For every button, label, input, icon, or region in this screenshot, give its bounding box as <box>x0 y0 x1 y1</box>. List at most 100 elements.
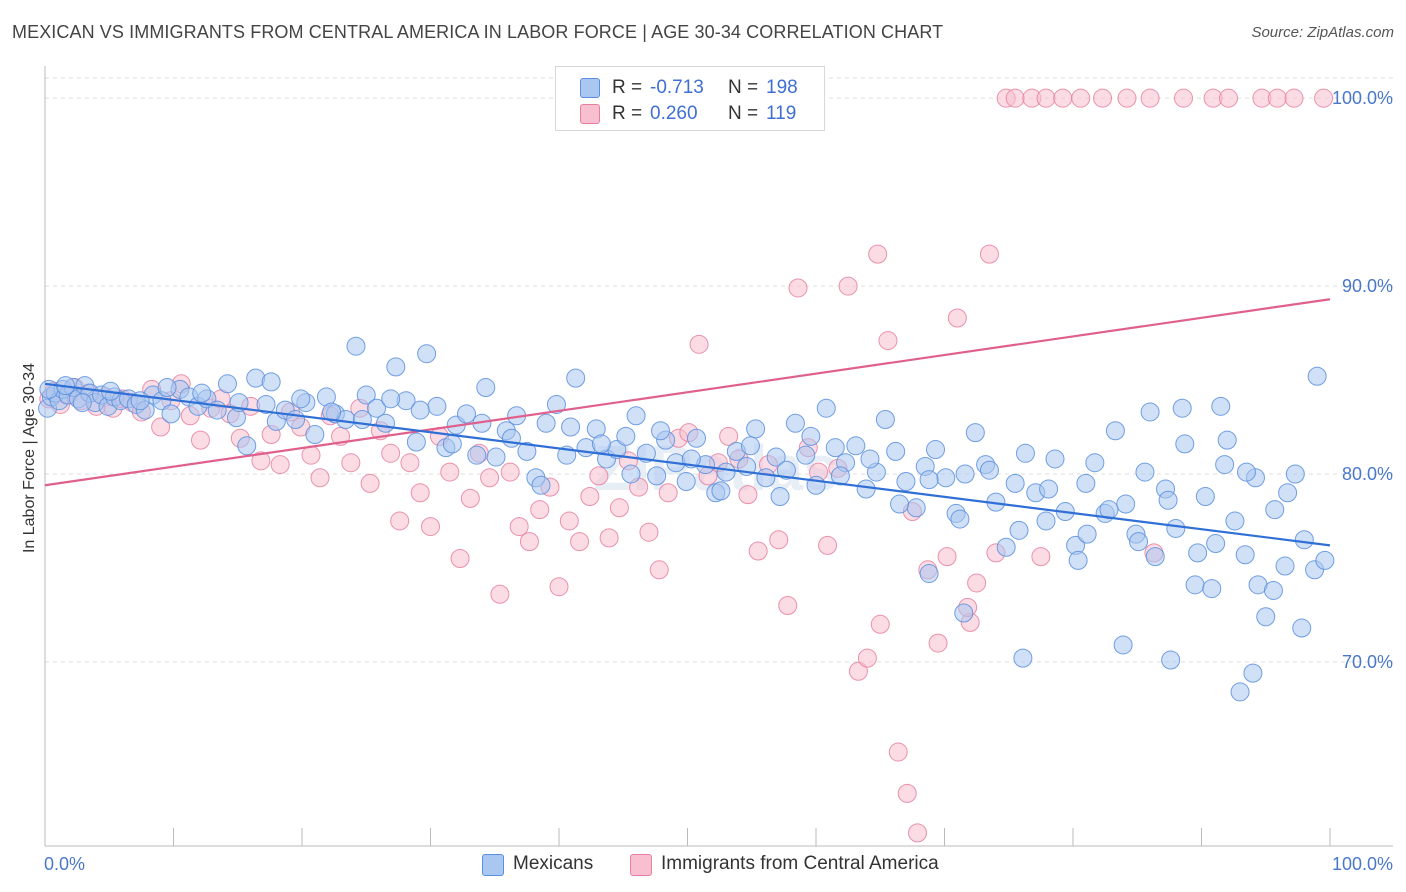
data-point-mexicans <box>1145 547 1165 567</box>
data-point-mexicans <box>1113 635 1133 655</box>
data-point-mexicans <box>566 368 586 388</box>
data-point-mexicans <box>381 389 401 409</box>
data-point-mexicans <box>766 447 786 467</box>
data-point-mexicans <box>1278 483 1298 503</box>
data-point-immigrants <box>460 488 480 508</box>
data-point-mexicans <box>486 447 506 467</box>
data-point-immigrants <box>310 468 330 488</box>
data-point-immigrants <box>979 244 999 264</box>
data-point-mexicans <box>1129 532 1149 552</box>
data-point-mexicans <box>1243 663 1263 683</box>
data-point-mexicans <box>591 434 611 454</box>
data-point-mexicans <box>456 404 476 424</box>
y-tick-labels: 70.0% 80.0% 90.0% 100.0% <box>1332 88 1393 672</box>
data-point-mexicans <box>825 438 845 458</box>
data-point-mexicans <box>546 394 566 414</box>
data-point-mexicans <box>561 417 581 437</box>
legend-label-mexicans: Mexicans <box>513 853 594 874</box>
data-point-mexicans <box>846 436 866 456</box>
y-tick-label: 70.0% <box>1342 652 1393 672</box>
data-point-immigrants <box>649 560 669 580</box>
data-point-mexicans <box>1215 455 1235 475</box>
data-point-mexicans <box>1185 575 1205 595</box>
data-point-mexicans <box>965 423 985 443</box>
y-tick-label: 80.0% <box>1342 464 1393 484</box>
data-point-immigrants <box>500 462 520 482</box>
data-point-mexicans <box>1105 421 1125 441</box>
legend-swatch-pink <box>630 854 652 876</box>
data-point-mexicans <box>536 413 556 433</box>
data-point-mexicans <box>856 479 876 499</box>
data-point-immigrants <box>609 498 629 518</box>
data-point-mexicans <box>1045 449 1065 469</box>
data-point-mexicans <box>1294 530 1314 550</box>
data-point-mexicans <box>746 419 766 439</box>
data-point-mexicans <box>1202 579 1222 599</box>
data-point-immigrants <box>1005 88 1025 108</box>
data-point-mexicans <box>647 466 667 486</box>
legend-r-label: R = <box>612 103 643 124</box>
data-point-mexicans <box>1161 650 1181 670</box>
data-point-immigrants <box>778 595 798 615</box>
data-point-mexicans <box>896 471 916 491</box>
data-point-immigrants <box>1218 88 1238 108</box>
data-point-mexicans <box>376 413 396 433</box>
data-point-immigrants <box>580 487 600 507</box>
data-point-mexicans <box>291 389 311 409</box>
data-point-mexicans <box>996 537 1016 557</box>
data-point-mexicans <box>1116 494 1136 514</box>
legend-row-mexicans: R = -0.713 N = 198 <box>556 75 824 101</box>
trend-line-mexicans <box>44 382 1331 547</box>
data-point-immigrants <box>519 532 539 552</box>
data-point-mexicans <box>1076 473 1096 493</box>
data-point-mexicans <box>1158 490 1178 510</box>
data-point-immigrants <box>769 530 789 550</box>
data-point-mexicans <box>621 464 641 484</box>
data-point-mexicans <box>716 462 736 482</box>
data-point-mexicans <box>1265 500 1285 520</box>
data-point-mexicans <box>1013 648 1033 668</box>
data-point-mexicans <box>979 460 999 480</box>
data-point-immigrants <box>857 648 877 668</box>
data-point-mexicans <box>1230 682 1250 702</box>
data-point-mexicans <box>1263 580 1283 600</box>
data-point-immigrants <box>151 417 171 437</box>
data-point-mexicans <box>1285 464 1305 484</box>
data-point-immigrants <box>549 577 569 597</box>
data-point-immigrants <box>870 614 890 634</box>
data-point-mexicans <box>860 449 880 469</box>
data-point-immigrants <box>421 517 440 537</box>
data-point-immigrants <box>559 511 579 531</box>
data-point-immigrants <box>1071 88 1091 108</box>
data-point-mexicans <box>796 445 816 465</box>
data-point-mexicans <box>1009 520 1029 540</box>
data-point-mexicans <box>954 603 974 623</box>
legend-swatch-blue <box>482 854 504 876</box>
data-point-mexicans <box>352 409 372 429</box>
data-point-immigrants <box>341 453 361 473</box>
data-point-immigrants <box>897 783 917 803</box>
data-point-mexicans <box>261 372 281 392</box>
data-point-immigrants <box>937 547 957 567</box>
data-point-mexicans <box>192 383 212 403</box>
data-point-mexicans <box>72 393 92 413</box>
data-point-immigrants <box>530 500 550 520</box>
data-point-immigrants <box>270 455 290 475</box>
data-point-mexicans <box>1275 556 1295 576</box>
data-point-mexicans <box>651 421 671 441</box>
data-point-immigrants <box>450 549 470 569</box>
legend-r-label: R = <box>612 77 643 98</box>
data-point-immigrants <box>390 511 410 531</box>
grid-lines <box>45 77 1393 663</box>
data-point-immigrants <box>589 466 609 486</box>
data-point-mexicans <box>686 428 706 448</box>
data-point-immigrants <box>838 276 858 296</box>
data-point-immigrants <box>1267 88 1287 108</box>
legend-swatch-blue <box>580 78 600 98</box>
data-point-mexicans <box>367 398 387 418</box>
data-point-mexicans <box>936 468 956 488</box>
data-point-immigrants <box>1053 88 1073 108</box>
data-point-mexicans <box>286 409 306 429</box>
data-point-immigrants <box>509 517 529 537</box>
data-point-mexicans <box>1206 533 1226 553</box>
